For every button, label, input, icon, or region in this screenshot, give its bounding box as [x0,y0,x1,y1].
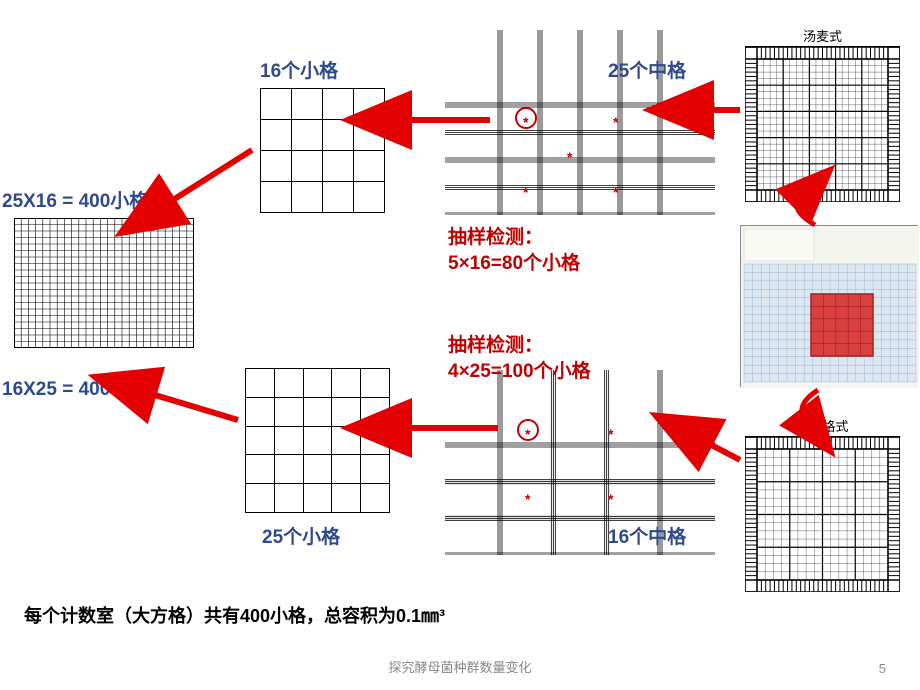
chamber-bottom: 希利格式 [745,415,900,593]
small-grid-16 [260,88,385,213]
circle-marker [517,419,539,441]
page-number: 5 [879,661,886,676]
star-icon: * [608,492,613,506]
star-icon: * [613,185,618,199]
chamber-bottom-title: 希利格式 [745,415,900,437]
star-icon: * [608,427,613,441]
sample-bottom-line1: 抽样检测： [448,330,543,357]
dense-grid-top [14,218,194,348]
left-eq-bottom: 16X25 = 400小格 [2,374,148,401]
star-icon: * [613,115,618,129]
footer-text: 探究酵母菌种群数量变化 [0,657,920,676]
bottom-summary: 每个计数室（大方格）共有400小格，总容积为0.1㎜³ [24,602,445,628]
sample-top-line1: 抽样检测： [448,222,543,249]
label-16-mid: 16个中格 [608,522,686,549]
chamber-top: 汤麦式 [745,25,900,200]
sample-bottom-line2: 4×25=100个小格 [448,356,591,383]
small-grid-25 [245,368,390,513]
center-reference [740,225,918,387]
circle-marker [515,107,537,129]
label-25-small: 25个小格 [262,522,340,549]
label-25-mid: 25个中格 [608,56,686,83]
sample-top-line2: 5×16=80个小格 [448,248,580,275]
chamber-top-title: 汤麦式 [745,25,900,47]
left-eq-top: 25X16 = 400小格 [2,186,148,213]
star-icon: * [525,492,530,506]
star-icon: * [523,185,528,199]
star-icon: * [567,150,572,164]
label-16-small: 16个小格 [260,56,338,83]
